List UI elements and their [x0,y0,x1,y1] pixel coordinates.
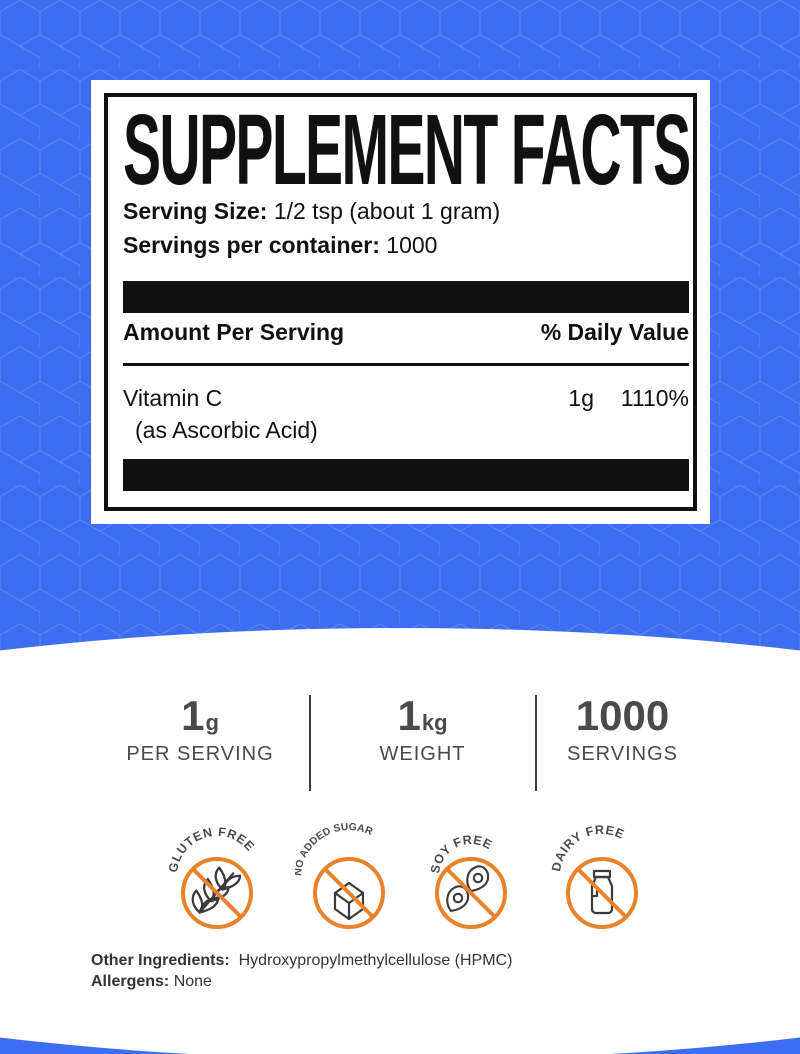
svg-text:GLUTEN FREE: GLUTEN FREE [166,825,257,874]
svg-text:DAIRY FREE: DAIRY FREE [549,823,627,873]
svg-text:NO ADDED SUGAR: NO ADDED SUGAR [295,822,375,876]
